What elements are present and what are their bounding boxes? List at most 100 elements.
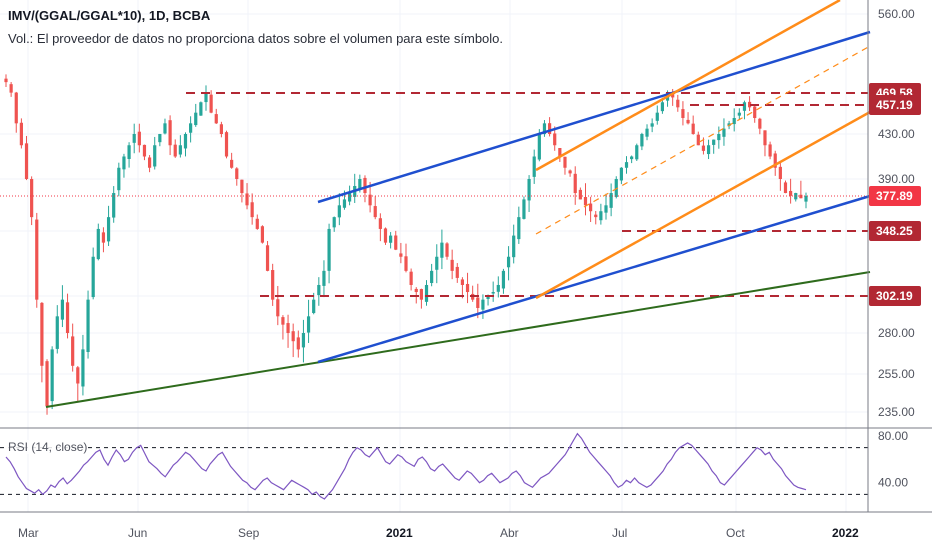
candle-body <box>742 102 747 111</box>
candle-body <box>168 120 172 146</box>
candle-body <box>440 242 444 258</box>
candle-body <box>722 128 726 137</box>
candle-body <box>158 134 162 143</box>
candle-body <box>137 131 141 146</box>
candle-body <box>753 106 757 119</box>
candle-body <box>30 179 34 218</box>
candle-body <box>230 159 234 168</box>
candle-body <box>691 123 695 134</box>
candle-body <box>224 132 229 157</box>
candle-body <box>271 270 275 300</box>
candle-body <box>389 235 393 243</box>
x-tick-label: Jul <box>612 526 627 540</box>
trend-lines <box>0 0 871 408</box>
candle-body <box>491 292 495 294</box>
candle-body <box>660 102 665 112</box>
candle-body <box>383 228 388 243</box>
candle-body <box>337 205 341 218</box>
candle-body <box>163 123 167 134</box>
symbol-title: IMV/(GGAL/GGAL*10), 1D, BCBA <box>8 8 211 23</box>
candle-body <box>681 109 685 119</box>
candle-body <box>583 196 588 206</box>
candle-body <box>578 189 582 200</box>
price-badge <box>869 286 921 306</box>
candle-body <box>86 299 90 352</box>
orange-channel-mid <box>535 45 871 235</box>
candle-body <box>573 173 577 194</box>
candle-body <box>645 128 649 137</box>
candle-body <box>276 299 280 317</box>
candle-body <box>112 193 116 218</box>
candles <box>4 74 808 415</box>
candle-body <box>758 118 762 129</box>
candle-body <box>522 199 526 219</box>
candle-body <box>506 256 511 268</box>
candle-body <box>35 219 39 300</box>
candle-body <box>101 232 106 243</box>
candle-body <box>481 299 485 310</box>
candle-body <box>768 144 772 157</box>
candle-body <box>194 112 198 126</box>
candle-body <box>604 205 608 213</box>
x-tick-label: Jun <box>128 526 147 540</box>
candle-body <box>24 143 29 179</box>
candle-body <box>517 217 521 240</box>
x-tick-label: Abr <box>500 526 519 540</box>
candle-body <box>619 167 623 181</box>
y-tick-label: 235.00 <box>878 405 915 419</box>
candle-body <box>465 283 470 293</box>
candle-body <box>394 235 398 250</box>
candle-body <box>476 297 480 308</box>
candle-body <box>512 235 516 258</box>
candle-body <box>296 337 300 350</box>
chart-grid <box>0 0 868 512</box>
y-tick-label: 560.00 <box>878 7 915 21</box>
candle-body <box>153 145 157 167</box>
candle-body <box>783 182 788 194</box>
candle-body <box>450 259 454 271</box>
candle-body <box>712 139 716 145</box>
candle-body <box>9 84 13 93</box>
y-tick-label: 390.00 <box>878 172 915 186</box>
candle-body <box>409 271 413 285</box>
candle-body <box>686 119 690 124</box>
candle-body <box>45 361 49 407</box>
candle-body <box>245 193 249 206</box>
candle-body <box>50 349 54 402</box>
candle-body <box>747 101 752 108</box>
candle-body <box>696 134 700 146</box>
candle-body <box>563 156 567 168</box>
rsi-label: RSI (14, close) <box>8 440 88 454</box>
candle-body <box>4 78 8 83</box>
candle-body <box>527 179 531 201</box>
candle-body <box>55 316 59 349</box>
candle-body <box>301 333 306 348</box>
candle-body <box>419 289 423 300</box>
price-badge <box>869 95 921 115</box>
candle-body <box>117 167 121 191</box>
candle-body <box>76 367 80 384</box>
candle-body <box>404 256 408 271</box>
candle-body <box>655 112 659 121</box>
y-tick-label: 255.00 <box>878 367 915 381</box>
blue-channel-upper <box>317 30 871 204</box>
candle-body <box>317 284 321 296</box>
candle-body <box>727 123 731 126</box>
candle-body <box>399 253 403 257</box>
candle-body <box>609 193 613 208</box>
candle-body <box>306 316 311 333</box>
x-tick-label: 2021 <box>386 526 413 540</box>
candle-body <box>127 145 131 159</box>
candle-body <box>537 134 541 160</box>
candle-body <box>435 256 439 270</box>
candle-body <box>424 284 429 302</box>
candle-body <box>147 157 152 168</box>
candle-body <box>312 299 316 314</box>
candle-body <box>363 177 367 194</box>
price-badge-label: 377.89 <box>876 189 913 203</box>
candle-body <box>199 102 203 116</box>
candle-body <box>501 270 506 289</box>
candle-body <box>706 145 711 155</box>
